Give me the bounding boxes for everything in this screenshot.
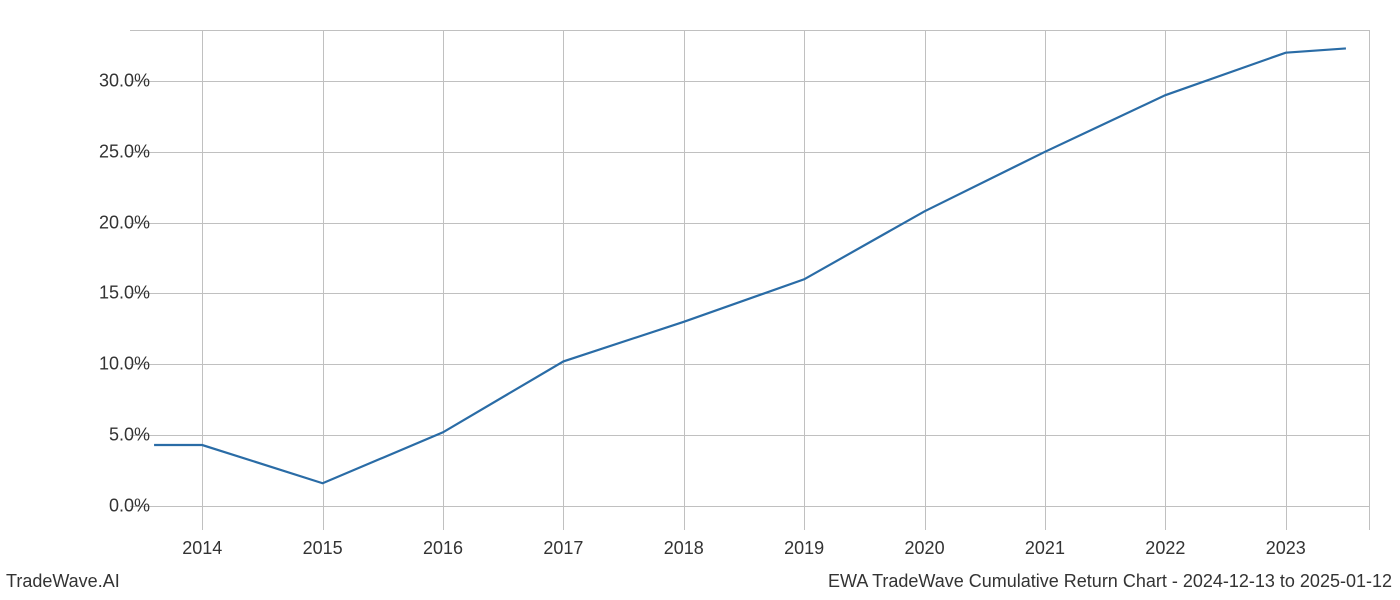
x-tick-label: 2022	[1145, 538, 1185, 559]
y-tick-label: 5.0%	[70, 425, 150, 446]
x-tick-label: 2017	[543, 538, 583, 559]
x-tick-label: 2021	[1025, 538, 1065, 559]
chart-plot-area	[130, 30, 1370, 530]
x-tick-label: 2019	[784, 538, 824, 559]
y-tick-label: 30.0%	[70, 70, 150, 91]
x-tick-label: 2020	[905, 538, 945, 559]
x-tick-label: 2016	[423, 538, 463, 559]
line-series	[130, 30, 1370, 530]
x-tick-label: 2018	[664, 538, 704, 559]
y-tick-label: 0.0%	[70, 495, 150, 516]
y-tick-label: 15.0%	[70, 283, 150, 304]
y-tick-label: 10.0%	[70, 354, 150, 375]
x-tick-label: 2015	[303, 538, 343, 559]
x-tick-label: 2014	[182, 538, 222, 559]
x-tick-label: 2023	[1266, 538, 1306, 559]
footer-brand: TradeWave.AI	[6, 571, 120, 592]
y-tick-label: 25.0%	[70, 141, 150, 162]
y-tick-label: 20.0%	[70, 212, 150, 233]
footer-caption: EWA TradeWave Cumulative Return Chart - …	[828, 571, 1392, 592]
